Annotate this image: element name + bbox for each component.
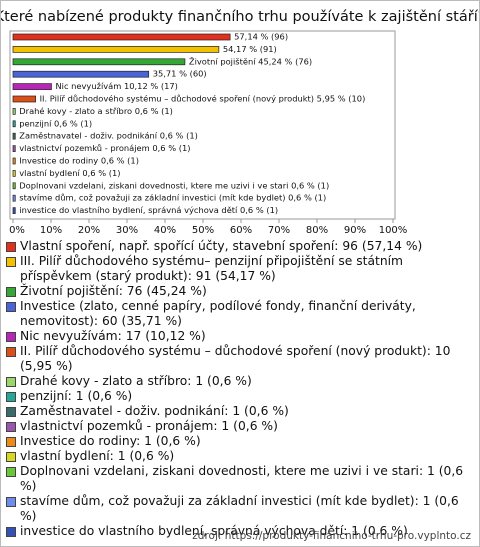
legend-label: Zaměstnavatel - doživ. podnikání: 1 (0,6… (20, 404, 289, 418)
x-tick-label: 20% (78, 225, 100, 236)
legend-swatch (6, 422, 16, 432)
legend-swatch (6, 437, 16, 447)
legend-label: investice do vlastního bydlení, správná … (20, 524, 408, 538)
bar (12, 182, 16, 190)
legend-swatch (6, 287, 16, 297)
legend-item: Doplnovani vzdelani, ziskani dovednosti,… (6, 464, 472, 494)
value-label: Drahé kovy - zlato a stříbro 0,6 % (1) (19, 106, 173, 116)
bar (12, 145, 16, 152)
legend-label: Drahé kovy - zlato a stříbro: 1 (0,6 %) (20, 374, 252, 388)
value-label: 54,17 % (91) (223, 44, 277, 54)
legend-item: Investice do rodiny: 1 (0,6 %) (6, 434, 472, 449)
legend-item: II. Pilíř důchodového systému – důchodov… (6, 344, 472, 374)
bar (12, 46, 220, 53)
legend-swatch (6, 377, 16, 387)
legend-swatch (6, 347, 16, 357)
legend-item: investice do vlastního bydlení, správná … (6, 524, 472, 539)
bar (12, 58, 186, 66)
bar (12, 108, 16, 115)
legend-label: penzijní: 1 (0,6 %) (20, 389, 133, 403)
value-label: Zaměstnavatel - doživ. podnikání 0,6 % (… (19, 131, 198, 141)
legend-item: III. Pilíř důchodového systému– penzijní… (6, 254, 472, 284)
source: zdroj: https://produkty-financniho-trhu-… (192, 530, 471, 542)
legend-label: vlastní bydlení: 1 (0,6 %) (20, 449, 175, 463)
bar (12, 194, 16, 202)
bar (12, 83, 52, 90)
legend-swatch (6, 407, 16, 417)
value-label: investice do vlastního bydlení, správná … (19, 205, 278, 215)
x-tick-label: 80% (306, 225, 328, 236)
bar (12, 33, 231, 41)
legend-swatch (6, 392, 16, 402)
value-label: vlastnictví pozemků - pronájem 0,6 % (1) (19, 143, 190, 153)
legend-label: stavíme dům, což považuji za základní in… (20, 494, 459, 523)
legend-item: Vlastní spoření, např. spořící účty, sta… (6, 239, 472, 254)
legend-swatch (6, 527, 16, 537)
legend-swatch (6, 242, 16, 252)
legend-item: Drahé kovy - zlato a stříbro: 1 (0,6 %) (6, 374, 472, 389)
legend-swatch (6, 497, 16, 507)
legend-item: Životní pojištění: 76 (45,24 %) (6, 284, 472, 299)
legend-swatch (6, 257, 16, 267)
value-label: Doplnovani vzdelani, ziskani dovednosti,… (19, 180, 329, 190)
legend-swatch (6, 467, 16, 477)
legend: Vlastní spoření, např. spořící účty, sta… (6, 239, 472, 539)
value-label: II. Pilíř důchodového systému – důchodov… (40, 94, 366, 104)
value-label: Nic nevyužívám 10,12 % (17) (55, 81, 177, 91)
x-tick-label: 90% (344, 225, 366, 236)
value-label: stavíme dům, což považuji za základní in… (19, 193, 326, 203)
value-label: 35,71 % (60) (153, 69, 207, 79)
bar (12, 95, 36, 103)
bar (12, 70, 150, 78)
x-tick-label: 30% (116, 225, 138, 236)
legend-swatch (6, 302, 16, 312)
x-tick-label: 100% (379, 225, 408, 236)
bar (12, 132, 16, 140)
legend-label: Nic nevyužívám: 17 (10,12 %) (20, 329, 206, 343)
legend-label: Vlastní spoření, např. spořící účty, sta… (20, 239, 423, 253)
value-label: vlastní bydlení 0,6 % (1) (19, 168, 120, 178)
legend-label: III. Pilíř důchodového systému– penzijní… (20, 254, 404, 283)
legend-swatch (6, 452, 16, 462)
legend-item: Zaměstnavatel - doživ. podnikání: 1 (0,6… (6, 404, 472, 419)
bar (12, 157, 16, 165)
legend-label: vlastnictví pozemků - pronájem: 1 (0,6 %… (20, 419, 278, 433)
bar (12, 207, 16, 214)
chart-title: Které nabízené produkty finančního trhu … (1, 9, 479, 25)
legend-label: II. Pilíř důchodového systému – důchodov… (20, 344, 451, 373)
legend-item: vlastní bydlení: 1 (0,6 %) (6, 449, 472, 464)
legend-label: Životní pojištění: 76 (45,24 %) (20, 284, 207, 298)
bar (12, 170, 16, 177)
legend-swatch (6, 332, 16, 342)
x-tick-label: 70% (268, 225, 290, 236)
x-tick-label: 40% (154, 225, 176, 236)
legend-item: stavíme dům, což považuji za základní in… (6, 494, 472, 524)
x-tick-label: 0% (9, 225, 25, 236)
legend-label: Doplnovani vzdelani, ziskani dovednosti,… (20, 464, 464, 493)
legend-item: vlastnictví pozemků - pronájem: 1 (0,6 %… (6, 419, 472, 434)
x-tick-label: 60% (230, 225, 252, 236)
legend-item: Nic nevyužívám: 17 (10,12 %) (6, 329, 472, 344)
legend-label: Investice do rodiny: 1 (0,6 %) (20, 434, 201, 448)
plot: Které nabízené produkty finančního trhu … (1, 9, 479, 236)
x-tick-label: 50% (192, 225, 214, 236)
x-tick-label: 10% (40, 225, 62, 236)
value-label: 57,14 % (96) (234, 32, 288, 42)
legend-item: Investice (zlato, cenné papíry, podílové… (6, 299, 472, 329)
legend-label: Investice (zlato, cenné papíry, podílové… (20, 299, 416, 328)
value-label: Životní pojištění 45,24 % (76) (189, 55, 312, 66)
value-label: Investice do rodiny 0,6 % (1) (19, 156, 139, 166)
value-label: penzijní 0,6 % (1) (19, 118, 92, 128)
bar (12, 120, 16, 128)
legend-item: penzijní: 1 (0,6 %) (6, 389, 472, 404)
